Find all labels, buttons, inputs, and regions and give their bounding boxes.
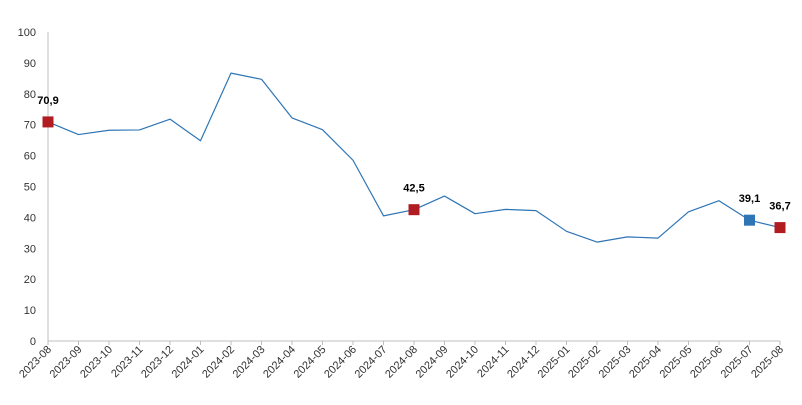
x-tick-label: 2024-09 bbox=[414, 344, 451, 381]
x-tick-label: 2024-01 bbox=[170, 344, 207, 381]
x-tick-label: 2023-09 bbox=[48, 344, 85, 381]
y-tick-label: 100 bbox=[18, 27, 36, 39]
y-tick-label: 20 bbox=[24, 274, 36, 286]
x-tick-label: 2024-02 bbox=[200, 344, 237, 381]
x-tick-label: 2025-05 bbox=[658, 344, 695, 381]
y-tick-label: 80 bbox=[24, 89, 36, 101]
x-tick-label: 2024-07 bbox=[353, 344, 390, 381]
data-marker bbox=[744, 214, 755, 226]
data-marker bbox=[774, 222, 786, 234]
x-tick-label: 2025-02 bbox=[566, 344, 603, 381]
series-group bbox=[47, 72, 781, 243]
x-tick-label: 2024-04 bbox=[261, 344, 298, 381]
x-tick-label: 2024-12 bbox=[505, 344, 542, 381]
markers-group: 70,9 42,5 39,1 36,7 bbox=[37, 95, 791, 234]
y-tick-label: 70 bbox=[24, 120, 36, 132]
x-tick-label: 2025-03 bbox=[597, 344, 634, 381]
y-tick-label: 60 bbox=[24, 151, 36, 163]
x-tick-label: 2024-05 bbox=[292, 344, 329, 381]
x-tick-label: 2023-08 bbox=[17, 344, 54, 381]
x-tick-label: 2025-07 bbox=[719, 344, 756, 381]
x-tick-label: 2023-12 bbox=[139, 344, 176, 381]
data-label: 42,5 bbox=[403, 183, 424, 195]
y-tick-label: 40 bbox=[24, 212, 36, 224]
y-tick-label: 10 bbox=[24, 305, 36, 317]
x-tick-label: 2025-04 bbox=[627, 344, 664, 381]
x-tick-label: 2025-01 bbox=[536, 344, 573, 381]
x-tick-label: 2024-03 bbox=[231, 344, 268, 381]
series-line bbox=[47, 72, 781, 243]
x-tick-label: 2024-10 bbox=[444, 344, 481, 381]
y-axis: 0 10 20 30 40 50 60 70 80 90 100 bbox=[18, 27, 49, 348]
y-tick-label: 30 bbox=[24, 243, 36, 255]
x-tick-label: 2025-08 bbox=[749, 344, 786, 381]
x-tick-label: 2024-08 bbox=[383, 344, 420, 381]
data-marker bbox=[408, 204, 420, 216]
y-tick-label: 50 bbox=[24, 182, 36, 194]
data-label: 70,9 bbox=[37, 95, 58, 107]
x-tick-label: 2023-10 bbox=[78, 344, 115, 381]
x-tick-label: 2025-06 bbox=[688, 344, 725, 381]
data-marker bbox=[42, 116, 54, 128]
data-label: 39,1 bbox=[739, 193, 760, 205]
y-tick-label: 90 bbox=[24, 58, 36, 70]
x-tick-label: 2024-06 bbox=[322, 344, 359, 381]
y-tick-label: 0 bbox=[30, 336, 36, 348]
data-label: 36,7 bbox=[769, 201, 790, 213]
x-axis: 2023-082023-092023-102023-112023-122024-… bbox=[17, 340, 786, 381]
